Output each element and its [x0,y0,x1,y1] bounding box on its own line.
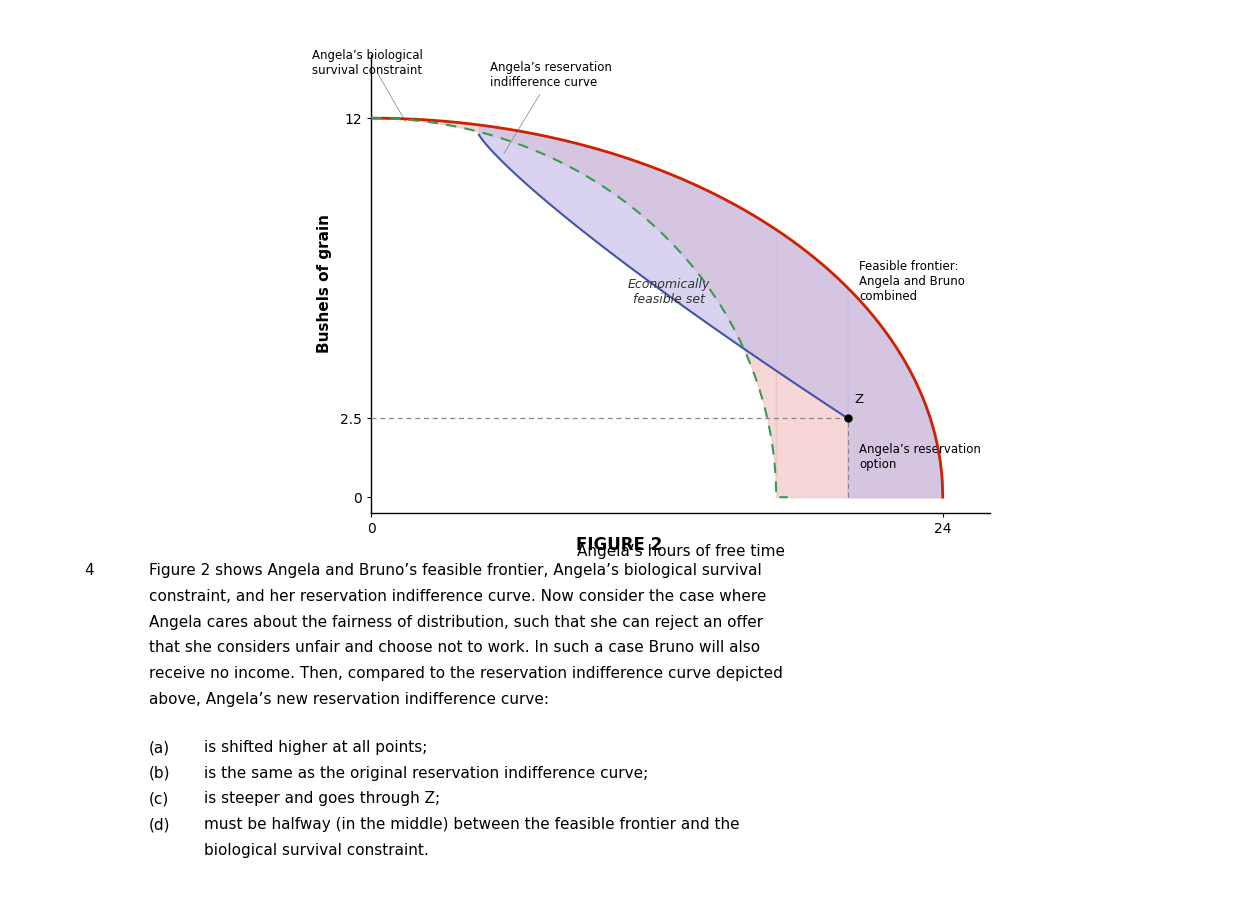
Y-axis label: Bushels of grain: Bushels of grain [317,214,332,354]
Text: Z: Z [854,393,864,406]
Text: Economically
feasible set: Economically feasible set [628,278,711,306]
Text: is steeper and goes through Z;: is steeper and goes through Z; [204,791,441,806]
Text: Angela cares about the fairness of distribution, such that she can reject an off: Angela cares about the fairness of distr… [149,615,763,629]
Text: is shifted higher at all points;: is shifted higher at all points; [204,740,427,755]
Text: (b): (b) [149,766,170,780]
Text: 4: 4 [84,563,94,578]
Text: Figure 2 shows Angela and Bruno’s feasible frontier, Angela’s biological surviva: Figure 2 shows Angela and Bruno’s feasib… [149,563,761,578]
Text: (d): (d) [149,817,170,832]
Text: Angela’s reservation
option: Angela’s reservation option [859,443,982,472]
Text: Angela’s reservation
indifference curve: Angela’s reservation indifference curve [490,61,613,154]
Text: FIGURE 2: FIGURE 2 [576,536,662,554]
Text: constraint, and her reservation indifference curve. Now consider the case where: constraint, and her reservation indiffer… [149,589,766,604]
Text: Feasible frontier:
Angela and Bruno
combined: Feasible frontier: Angela and Bruno comb… [859,260,966,303]
Text: must be halfway (in the middle) between the feasible frontier and the: must be halfway (in the middle) between … [204,817,740,832]
Text: biological survival constraint.: biological survival constraint. [204,843,430,857]
Text: Angela’s biological
survival constraint: Angela’s biological survival constraint [312,49,422,77]
Text: that she considers unfair and choose not to work. In such a case Bruno will also: that she considers unfair and choose not… [149,640,760,655]
Text: above, Angela’s new reservation indifference curve:: above, Angela’s new reservation indiffer… [149,692,548,706]
Text: receive no income. Then, compared to the reservation indifference curve depicted: receive no income. Then, compared to the… [149,666,782,681]
Text: is the same as the original reservation indifference curve;: is the same as the original reservation … [204,766,649,780]
X-axis label: Angela’s hours of free time: Angela’s hours of free time [577,544,785,560]
Text: (c): (c) [149,791,168,806]
Text: (a): (a) [149,740,170,755]
